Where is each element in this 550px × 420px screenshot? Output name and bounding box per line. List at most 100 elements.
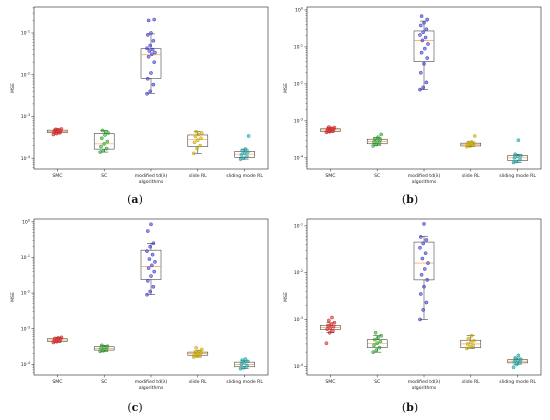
series-3	[413, 222, 435, 322]
data-point	[372, 136, 377, 141]
data-point	[418, 235, 423, 239]
series-4	[460, 333, 482, 351]
data-point	[151, 241, 156, 246]
x-axis-label: algorithms	[412, 179, 437, 185]
data-point	[147, 49, 152, 53]
y-tick-label: 10-4	[21, 155, 30, 162]
series-3	[413, 14, 435, 92]
data-point	[375, 341, 380, 346]
y-tick-label: 10-1	[294, 222, 303, 229]
panel-label-3: (c)	[127, 401, 142, 414]
data-point	[326, 125, 331, 129]
data-point	[418, 245, 422, 250]
data-point	[195, 138, 200, 143]
data-point	[512, 359, 517, 364]
chart-panel-2: 10-4 10-3 10-2 10-1 100 MSE SMC SC modified td(λ…	[283, 7, 542, 185]
box	[413, 241, 435, 281]
data-point	[148, 289, 153, 294]
data-point	[516, 138, 521, 143]
x-tick-label: sliding mode RL	[226, 379, 263, 385]
data-point	[426, 42, 430, 46]
box	[366, 339, 388, 348]
data-point	[238, 157, 243, 161]
data-point	[152, 60, 157, 65]
data-point	[145, 229, 150, 233]
data-point	[418, 23, 423, 28]
x-tick-label: slide RL	[189, 173, 207, 179]
data-point	[425, 278, 430, 282]
series-1	[320, 125, 341, 135]
x-tick-label: slide RL	[189, 379, 207, 385]
x-tick-label: SC	[374, 173, 380, 179]
y-axis-label: MSE	[283, 292, 289, 302]
y-tick-label: 10-2	[294, 269, 303, 276]
data-point	[103, 133, 107, 137]
data-point	[145, 33, 150, 37]
y-tick-label: 10-3	[294, 316, 303, 323]
data-point	[145, 46, 149, 51]
data-point	[511, 160, 516, 165]
data-point	[419, 14, 424, 18]
data-point	[240, 148, 245, 153]
data-point	[145, 91, 149, 96]
data-point	[468, 340, 473, 345]
x-tick-label: SMC	[52, 379, 62, 385]
y-axis-label: MSE	[283, 83, 289, 93]
data-point	[372, 343, 376, 348]
series-5	[234, 134, 255, 161]
data-point	[152, 269, 157, 274]
data-point	[372, 140, 376, 144]
data-point	[472, 338, 476, 343]
series-5	[234, 357, 255, 371]
data-point	[378, 339, 383, 344]
data-point	[195, 146, 199, 151]
data-point	[421, 30, 426, 35]
data-point	[53, 336, 57, 341]
data-point	[424, 300, 429, 305]
data-point	[330, 329, 335, 333]
series-2	[93, 343, 115, 354]
data-point	[327, 330, 332, 335]
series-4	[187, 129, 209, 156]
data-point	[196, 132, 201, 137]
data-point	[100, 128, 105, 133]
series-2	[366, 132, 388, 148]
chart-panel-1: 10-4 10-3 10-2 10-1 MSE SMC SC modified td(λ) sl…	[10, 6, 269, 185]
x-axis-label: algorithms	[412, 385, 437, 391]
data-point	[246, 134, 251, 138]
data-point	[471, 343, 476, 348]
y-tick-label: 10-3	[294, 117, 303, 124]
x-tick-label: sliding mode RL	[226, 173, 263, 179]
y-axis-label: MSE	[10, 292, 16, 302]
chart-panel-3: 10-4 10-3 10-2 10-1 100 MSE SMC SC modified td(λ…	[10, 218, 269, 391]
data-point	[419, 50, 424, 55]
data-point	[243, 357, 248, 361]
box	[140, 249, 162, 280]
data-point	[374, 348, 379, 353]
data-point	[149, 71, 153, 75]
data-point	[371, 144, 376, 148]
x-tick-label: modified td(λ)	[408, 379, 441, 385]
data-point	[466, 140, 471, 145]
data-point	[372, 337, 377, 342]
data-point	[518, 153, 523, 158]
data-point	[149, 31, 153, 35]
data-point	[469, 333, 474, 338]
data-point	[194, 345, 199, 350]
data-point	[198, 143, 203, 148]
y-axis-label: MSE	[10, 83, 16, 93]
data-point	[148, 89, 153, 94]
data-point	[102, 345, 107, 350]
x-tick-label: modified td(λ)	[135, 379, 168, 385]
data-point	[99, 136, 104, 141]
data-point	[146, 18, 151, 23]
data-point	[101, 148, 106, 153]
y-tick-label: 10-3	[21, 325, 30, 332]
data-point	[146, 266, 151, 271]
data-point	[241, 365, 246, 370]
data-point	[468, 344, 472, 349]
data-point	[149, 222, 153, 227]
data-point	[424, 27, 429, 32]
data-point	[148, 43, 153, 48]
data-point	[423, 35, 428, 40]
